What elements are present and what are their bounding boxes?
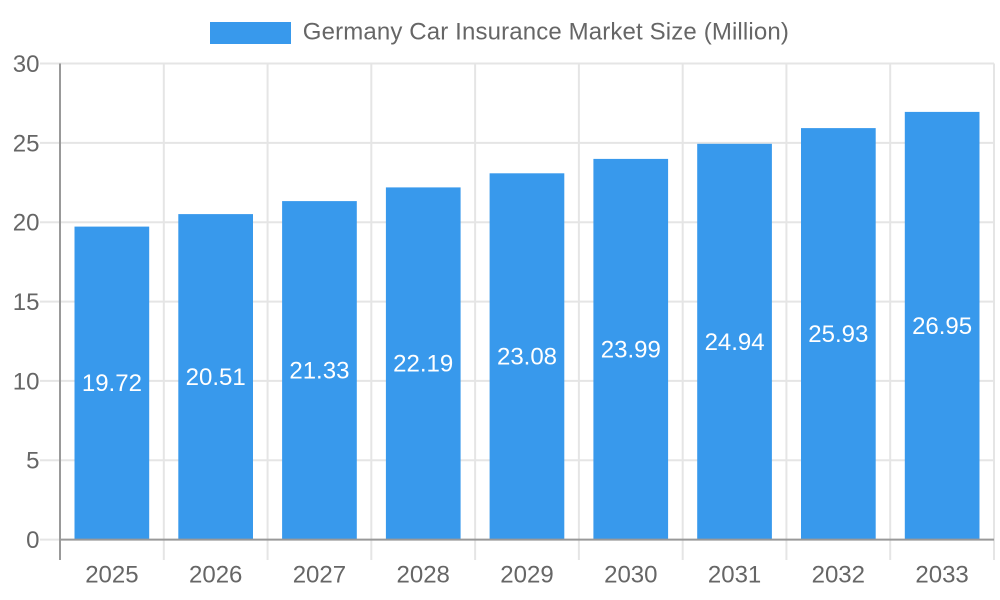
svg-text:2031: 2031 bbox=[708, 561, 761, 588]
svg-text:22.19: 22.19 bbox=[393, 351, 453, 378]
svg-text:2028: 2028 bbox=[397, 561, 450, 588]
svg-text:2025: 2025 bbox=[85, 561, 138, 588]
svg-text:23.08: 23.08 bbox=[497, 344, 557, 371]
svg-text:2027: 2027 bbox=[293, 561, 346, 588]
svg-text:Germany Car Insurance Market S: Germany Car Insurance Market Size (Milli… bbox=[303, 19, 789, 46]
svg-text:15: 15 bbox=[13, 289, 40, 316]
svg-text:5: 5 bbox=[26, 448, 39, 475]
svg-text:25.93: 25.93 bbox=[808, 321, 868, 348]
svg-text:21.33: 21.33 bbox=[289, 357, 349, 384]
svg-text:10: 10 bbox=[13, 368, 40, 395]
svg-text:24.94: 24.94 bbox=[705, 329, 765, 356]
svg-text:20: 20 bbox=[13, 210, 40, 237]
svg-text:2029: 2029 bbox=[500, 561, 553, 588]
svg-text:25: 25 bbox=[13, 130, 40, 157]
svg-text:20.51: 20.51 bbox=[186, 364, 246, 391]
svg-text:19.72: 19.72 bbox=[82, 370, 142, 397]
svg-text:23.99: 23.99 bbox=[601, 336, 661, 363]
svg-text:0: 0 bbox=[26, 527, 39, 554]
svg-text:26.95: 26.95 bbox=[912, 313, 972, 340]
svg-text:2030: 2030 bbox=[604, 561, 657, 588]
svg-text:30: 30 bbox=[13, 51, 40, 78]
svg-text:2033: 2033 bbox=[915, 561, 968, 588]
svg-text:2032: 2032 bbox=[812, 561, 865, 588]
svg-text:2026: 2026 bbox=[189, 561, 242, 588]
